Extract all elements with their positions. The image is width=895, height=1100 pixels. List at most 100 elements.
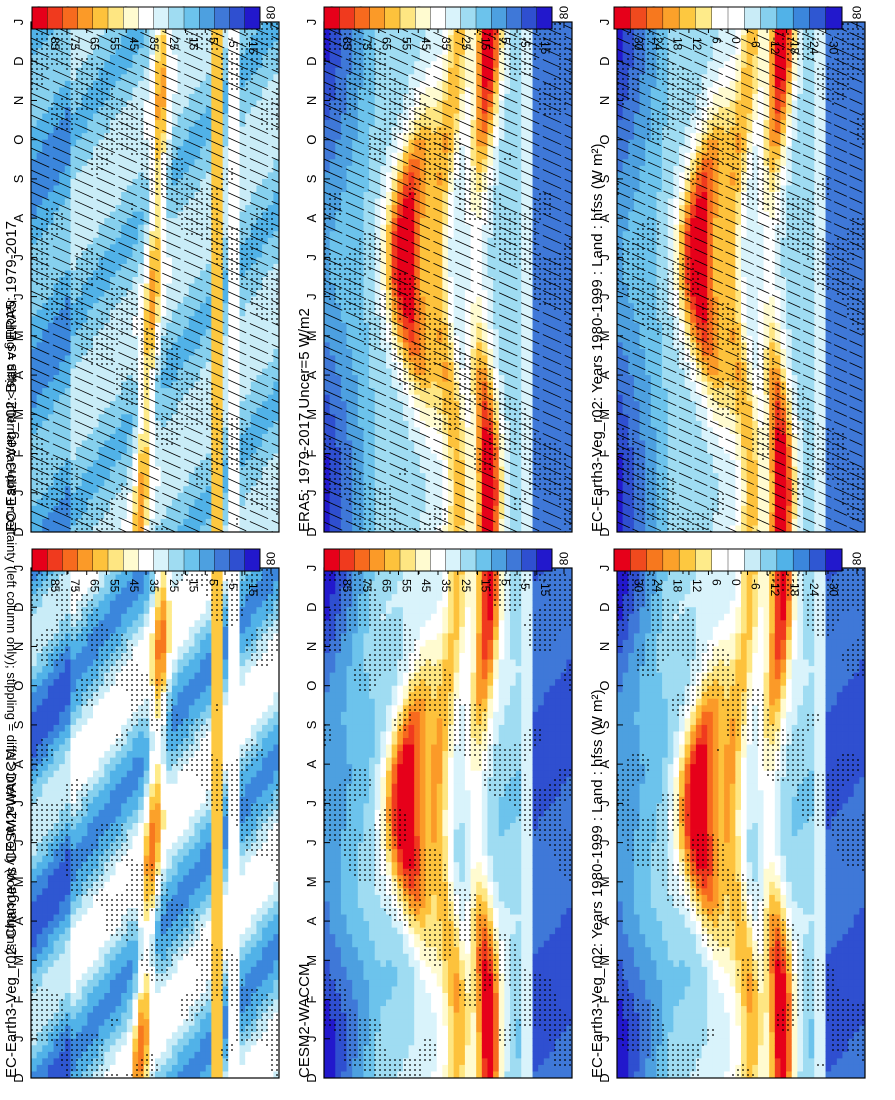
month-tick-label: A xyxy=(11,759,26,768)
month-tick-label: M xyxy=(597,409,612,420)
month-tick-label: F xyxy=(11,450,26,458)
heatmap-panel: DJFMAMJJASONDJ8060°N20020°S6080 xyxy=(597,6,866,537)
colorbar-tick-label: 85 xyxy=(340,579,354,593)
colorbar-tick-label: -24 xyxy=(807,37,821,55)
month-tick-label: D xyxy=(597,603,612,612)
colorbar-tick-label: 65 xyxy=(88,579,102,593)
month-tick-label: S xyxy=(304,720,319,729)
month-tick-label: J xyxy=(597,565,612,572)
colorbar-tick-label: -12 xyxy=(768,579,782,597)
month-tick-label: J xyxy=(11,254,26,261)
month-tick-label: F xyxy=(11,996,26,1004)
month-tick-label: J xyxy=(11,1036,26,1043)
month-tick-label: J xyxy=(11,19,26,26)
colorbar-tick-label: 35 xyxy=(147,579,161,593)
colorbar-3: 85 75 65 55 45 35 25 15 5 -5 -15 xyxy=(323,6,553,55)
colorbar-tick-label: -5 xyxy=(226,37,240,48)
month-tick-label: N xyxy=(304,642,319,651)
month-tick-label: F xyxy=(304,450,319,458)
colorbar-tick-label: 55 xyxy=(399,579,413,593)
colorbar-tick-label: 30 xyxy=(631,579,645,593)
month-tick-label: M xyxy=(11,330,26,341)
month-tick-label: M xyxy=(597,955,612,966)
colorbar-tick-label: -6 xyxy=(749,579,763,590)
colorbar-5: 30 24 18 12 6 0 -6 -12 -18 -24 -30 xyxy=(613,6,843,55)
month-tick-label: A xyxy=(597,213,612,222)
colorbar-tick-label: 45 xyxy=(127,37,141,51)
colorbar-tick-label: 0 xyxy=(729,37,743,44)
month-tick-label: F xyxy=(597,450,612,458)
month-tick-label: M xyxy=(11,409,26,420)
month-tick-label: J xyxy=(597,800,612,807)
colorbar-tick-label: -18 xyxy=(788,37,802,55)
colorbar-2: 85 75 65 55 45 35 25 15 5 -5 -15 xyxy=(323,548,553,597)
month-tick-label: J xyxy=(304,800,319,807)
colorbar-tick-label: 6 xyxy=(709,579,723,586)
colorbar-tick-label: -30 xyxy=(827,579,841,597)
month-tick-label: D xyxy=(304,603,319,612)
month-tick-label: A xyxy=(597,916,612,925)
colorbar-tick-label: -12 xyxy=(768,37,782,55)
month-tick-label: J xyxy=(597,490,612,497)
colorbar-tick-label: 15 xyxy=(187,37,201,51)
month-tick-label: J xyxy=(304,565,319,572)
month-tick-label: D xyxy=(11,1073,26,1082)
colorbar-tick-label: -15 xyxy=(538,579,552,597)
colorbar-tick-label: 65 xyxy=(380,579,394,593)
colorbar-tick-label: 25 xyxy=(459,579,473,593)
month-tick-label: A xyxy=(11,916,26,925)
colorbar-tick-label: 15 xyxy=(479,579,493,593)
colorbar-tick-label: 55 xyxy=(107,579,121,593)
latitude-tick-label: 80 xyxy=(850,552,864,566)
colorbar-tick-label: -30 xyxy=(827,37,841,55)
month-tick-label: M xyxy=(597,876,612,887)
colorbar-tick-label: 35 xyxy=(439,579,453,593)
month-tick-label: F xyxy=(597,996,612,1004)
heatmap-panel: DJFMAMJJASONDJ8060°N20020°S6080 xyxy=(304,6,573,537)
colorbar-tick-label: 85 xyxy=(340,37,354,51)
month-tick-label: A xyxy=(11,370,26,379)
colorbar-tick-label: -18 xyxy=(788,579,802,597)
colorbar-tick-label: 18 xyxy=(670,579,684,593)
month-tick-label: D xyxy=(304,527,319,536)
month-tick-label: J xyxy=(11,800,26,807)
colorbar-0: 85 75 65 55 45 35 25 15 5 -5 -15 xyxy=(31,548,261,597)
month-tick-label: D xyxy=(597,1073,612,1082)
colorbar-tick-label: -15 xyxy=(538,37,552,55)
month-tick-label: J xyxy=(304,254,319,261)
month-tick-label: J xyxy=(304,1036,319,1043)
month-tick-label: M xyxy=(597,330,612,341)
colorbar-tick-label: 25 xyxy=(167,37,181,51)
month-tick-label: S xyxy=(597,720,612,729)
latitude-tick-label: 80 xyxy=(557,6,571,20)
month-tick-label: S xyxy=(11,720,26,729)
latitude-tick-label: 80 xyxy=(850,6,864,20)
month-tick-label: O xyxy=(304,135,319,145)
month-tick-label: M xyxy=(304,330,319,341)
colorbar-tick-label: 12 xyxy=(690,579,704,593)
colorbar-tick-label: 15 xyxy=(187,579,201,593)
month-tick-label: D xyxy=(11,603,26,612)
latitude-tick-label: 80 xyxy=(264,552,278,566)
month-tick-label: M xyxy=(11,876,26,887)
month-tick-label: D xyxy=(11,57,26,66)
month-tick-label: S xyxy=(597,174,612,183)
month-tick-label: A xyxy=(304,916,319,925)
heatmap-panel: DJFMAMJJASONDJ8060°N20020°S6080 xyxy=(11,6,280,537)
latitude-tick-label: 80 xyxy=(264,6,278,20)
colorbar-tick-label: 55 xyxy=(107,37,121,51)
colorbar-tick-label: 5 xyxy=(498,37,512,44)
colorbar-tick-label: 5 xyxy=(498,579,512,586)
month-tick-label: O xyxy=(304,681,319,691)
colorbar-tick-label: 12 xyxy=(690,37,704,51)
month-tick-label: N xyxy=(304,96,319,105)
colorbar-tick-label: 24 xyxy=(651,37,665,51)
colorbar-tick-label: 30 xyxy=(631,37,645,51)
colorbar-tick-label: 0 xyxy=(729,579,743,586)
month-tick-label: A xyxy=(11,213,26,222)
month-tick-label: J xyxy=(304,293,319,300)
month-tick-label: S xyxy=(304,174,319,183)
latitude-tick-label: 80 xyxy=(557,552,571,566)
month-tick-label: J xyxy=(597,839,612,846)
colorbar-tick-label: 24 xyxy=(651,579,665,593)
